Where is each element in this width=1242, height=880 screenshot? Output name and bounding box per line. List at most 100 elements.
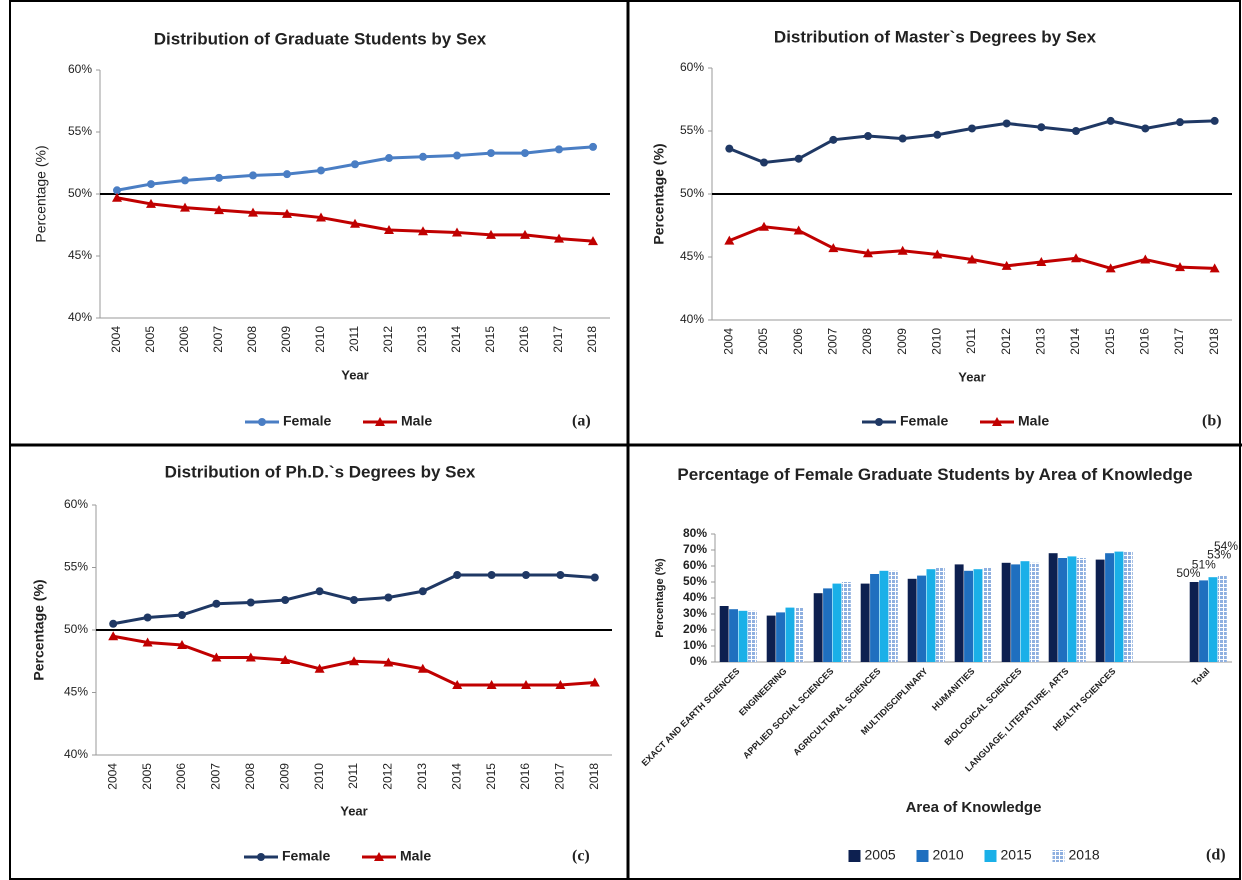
legend-label: Male [400, 848, 431, 864]
marker [520, 229, 530, 239]
bar [1058, 558, 1067, 662]
marker [350, 596, 358, 604]
bar [776, 612, 785, 662]
legend-label: 2005 [865, 847, 896, 863]
y-tick-label: 80% [683, 526, 707, 540]
bar [888, 570, 898, 662]
marker [1209, 263, 1220, 273]
marker [793, 225, 804, 235]
y-axis-label: Percentage (%) [654, 558, 666, 638]
marker [487, 571, 496, 579]
y-tick-label: 60% [680, 60, 704, 74]
marker [1002, 119, 1011, 128]
marker [1037, 123, 1046, 132]
bar [870, 574, 879, 662]
marker [1210, 116, 1219, 125]
y-tick-label: 10% [683, 638, 707, 652]
x-tick-label: 2008 [243, 763, 257, 790]
panel-label: (c) [572, 848, 590, 865]
x-tick-label: 2015 [1103, 328, 1117, 355]
x-tick-label: 2004 [105, 763, 119, 790]
marker [147, 180, 155, 189]
bar [1048, 553, 1058, 662]
bar [1001, 562, 1011, 662]
x-tick-label: 2007 [211, 326, 225, 353]
marker [215, 173, 223, 182]
y-tick-label: 40% [68, 310, 92, 324]
y-axis-label: Percentage (%) [651, 143, 667, 244]
marker [588, 236, 598, 246]
marker [556, 571, 565, 579]
marker [453, 571, 462, 579]
x-tick-label: 2010 [930, 328, 944, 355]
marker [864, 132, 872, 141]
marker [1140, 254, 1151, 264]
x-tick-label: 2014 [1068, 328, 1082, 355]
legend-label: 2015 [1001, 847, 1032, 863]
marker [315, 587, 324, 596]
x-tick-label: 2007 [209, 763, 223, 790]
x-tick-label: ENGINEERING [737, 666, 789, 718]
panel-label: (d) [1206, 847, 1226, 864]
value-label: 51% [1192, 558, 1216, 572]
bar [982, 567, 992, 662]
marker [384, 593, 393, 602]
x-tick-label: 2015 [484, 763, 498, 790]
marker [555, 680, 566, 689]
bar [1199, 580, 1208, 662]
marker [453, 151, 461, 160]
marker [112, 192, 122, 202]
marker [828, 243, 839, 253]
bar [1105, 553, 1114, 662]
x-tick-label: 2005 [143, 326, 157, 353]
x-tick-label: 2013 [415, 326, 429, 353]
marker [589, 142, 597, 151]
marker [383, 657, 394, 667]
x-tick-label: 2008 [245, 326, 259, 353]
marker [898, 134, 907, 143]
marker [875, 418, 883, 426]
x-tick-label: 2004 [109, 326, 123, 353]
marker [967, 254, 977, 264]
bar [935, 567, 945, 662]
y-tick-label: 50% [64, 622, 88, 636]
marker [248, 207, 258, 217]
legend-label: Male [401, 413, 432, 429]
chart-title: Distribution of Master`s Degrees by Sex [774, 27, 1097, 46]
marker [724, 235, 735, 245]
x-tick-label: 2013 [1034, 328, 1048, 355]
x-tick-label: 2007 [826, 328, 840, 355]
x-tick-label: 2010 [312, 763, 326, 790]
marker [452, 680, 463, 689]
marker [590, 573, 599, 582]
y-tick-label: 50% [68, 186, 92, 200]
y-tick-label: 20% [683, 622, 707, 636]
y-tick-label: 55% [68, 124, 92, 138]
marker [349, 656, 359, 666]
marker [282, 208, 292, 218]
bar [841, 582, 851, 662]
value-label: 54% [1214, 539, 1238, 553]
marker [113, 186, 121, 195]
x-axis-label: Year [340, 803, 367, 818]
marker [249, 171, 257, 180]
bar [1020, 561, 1030, 662]
marker [554, 233, 564, 243]
legend-swatch [1052, 850, 1065, 862]
y-tick-label: 50% [683, 574, 707, 588]
legend-label: Male [1018, 413, 1049, 429]
bar [954, 564, 964, 662]
marker [317, 166, 325, 175]
marker [794, 154, 803, 163]
marker [829, 135, 838, 144]
panel-label: (b) [1202, 413, 1222, 430]
frame [9, 0, 1241, 880]
marker [316, 212, 326, 222]
y-tick-label: 55% [680, 123, 704, 137]
legend-label: Female [282, 848, 330, 864]
x-tick-label: 2016 [1138, 328, 1152, 355]
x-tick-label: 2015 [483, 326, 497, 353]
y-tick-label: 70% [683, 542, 707, 556]
y-axis-label: Percentage (%) [31, 579, 47, 680]
panel-label: (a) [572, 413, 591, 430]
